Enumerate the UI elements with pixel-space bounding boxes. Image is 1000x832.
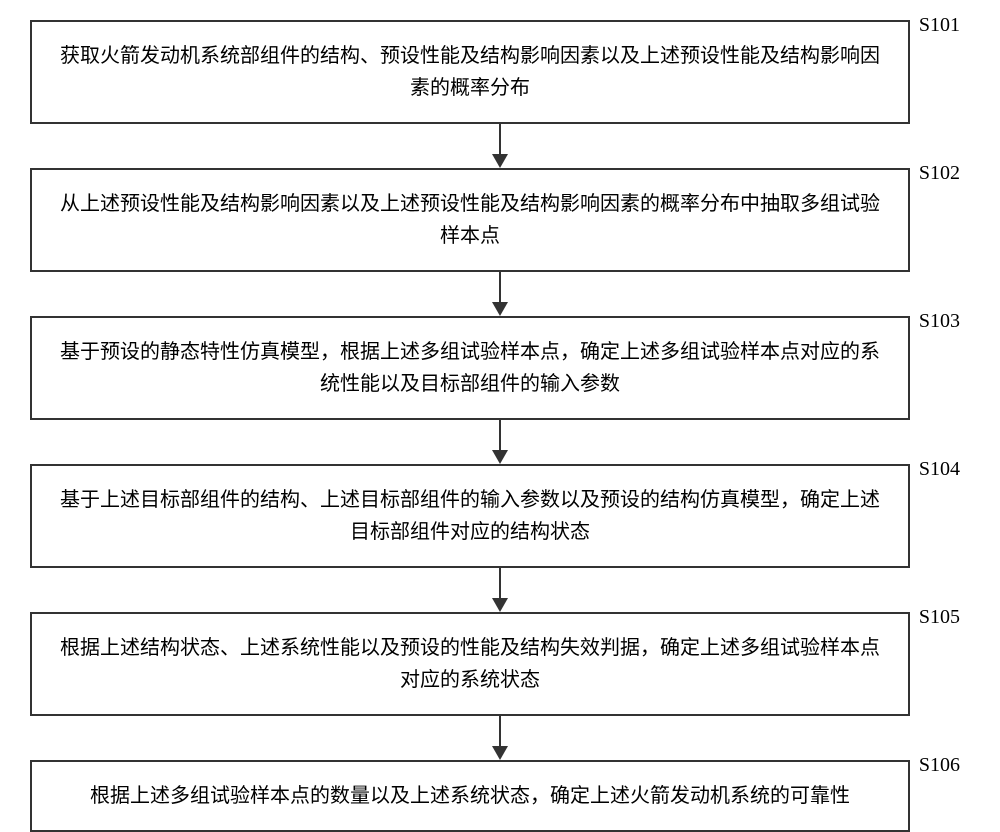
step-row-2: 从上述预设性能及结构影响因素以及上述预设性能及结构影响因素的概率分布中抽取多组试…	[30, 168, 970, 272]
step-row-3: 基于预设的静态特性仿真模型，根据上述多组试验样本点，确定上述多组试验样本点对应的…	[30, 316, 970, 420]
arrow-head-icon	[492, 598, 508, 612]
step-label-5: S105	[919, 606, 960, 629]
step-text-5: 根据上述结构状态、上述系统性能以及预设的性能及结构失效判据，确定上述多组试验样本…	[60, 637, 880, 691]
arrow-3	[60, 420, 940, 464]
arrow-4	[60, 568, 940, 612]
step-text-4: 基于上述目标部组件的结构、上述目标部组件的输入参数以及预设的结构仿真模型，确定上…	[60, 489, 880, 543]
step-box-1: 获取火箭发动机系统部组件的结构、预设性能及结构影响因素以及上述预设性能及结构影响…	[30, 20, 910, 124]
step-row-4: 基于上述目标部组件的结构、上述目标部组件的输入参数以及预设的结构仿真模型，确定上…	[30, 464, 970, 568]
step-row-1: 获取火箭发动机系统部组件的结构、预设性能及结构影响因素以及上述预设性能及结构影响…	[30, 20, 970, 124]
step-row-5: 根据上述结构状态、上述系统性能以及预设的性能及结构失效判据，确定上述多组试验样本…	[30, 612, 970, 716]
step-box-3: 基于预设的静态特性仿真模型，根据上述多组试验样本点，确定上述多组试验样本点对应的…	[30, 316, 910, 420]
arrow-line-icon	[499, 272, 501, 304]
step-label-3: S103	[919, 310, 960, 333]
step-label-2: S102	[919, 162, 960, 185]
step-box-5: 根据上述结构状态、上述系统性能以及预设的性能及结构失效判据，确定上述多组试验样本…	[30, 612, 910, 716]
step-text-6: 根据上述多组试验样本点的数量以及上述系统状态，确定上述火箭发动机系统的可靠性	[90, 785, 850, 807]
step-label-4: S104	[919, 458, 960, 481]
step-row-6: 根据上述多组试验样本点的数量以及上述系统状态，确定上述火箭发动机系统的可靠性 S…	[30, 760, 970, 832]
step-box-4: 基于上述目标部组件的结构、上述目标部组件的输入参数以及预设的结构仿真模型，确定上…	[30, 464, 910, 568]
arrow-head-icon	[492, 450, 508, 464]
step-box-6: 根据上述多组试验样本点的数量以及上述系统状态，确定上述火箭发动机系统的可靠性	[30, 760, 910, 832]
arrow-head-icon	[492, 154, 508, 168]
arrow-head-icon	[492, 746, 508, 760]
arrow-line-icon	[499, 124, 501, 156]
step-label-6: S106	[919, 754, 960, 777]
step-box-2: 从上述预设性能及结构影响因素以及上述预设性能及结构影响因素的概率分布中抽取多组试…	[30, 168, 910, 272]
flowchart-container: 获取火箭发动机系统部组件的结构、预设性能及结构影响因素以及上述预设性能及结构影响…	[30, 20, 970, 832]
arrow-line-icon	[499, 716, 501, 748]
step-text-2: 从上述预设性能及结构影响因素以及上述预设性能及结构影响因素的概率分布中抽取多组试…	[60, 193, 880, 247]
arrow-2	[60, 272, 940, 316]
arrow-line-icon	[499, 568, 501, 600]
arrow-head-icon	[492, 302, 508, 316]
arrow-line-icon	[499, 420, 501, 452]
step-text-3: 基于预设的静态特性仿真模型，根据上述多组试验样本点，确定上述多组试验样本点对应的…	[60, 341, 880, 395]
step-label-1: S101	[919, 14, 960, 37]
arrow-1	[60, 124, 940, 168]
arrow-5	[60, 716, 940, 760]
step-text-1: 获取火箭发动机系统部组件的结构、预设性能及结构影响因素以及上述预设性能及结构影响…	[60, 45, 880, 99]
